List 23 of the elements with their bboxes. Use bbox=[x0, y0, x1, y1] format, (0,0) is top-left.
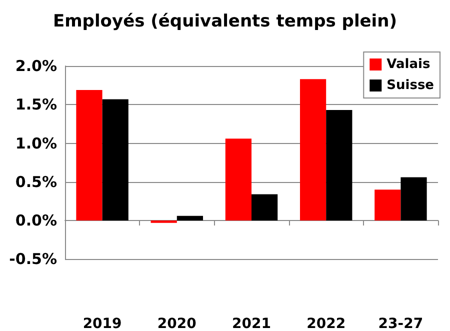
y-tick-label: 1.0% bbox=[15, 134, 57, 152]
y-tick-label: 2.0% bbox=[15, 57, 57, 75]
y-tick-label: 0.0% bbox=[15, 212, 57, 230]
x-tick-label: 2022 bbox=[306, 316, 346, 331]
bar bbox=[176, 216, 204, 221]
y-tick-label: 1.5% bbox=[15, 96, 57, 114]
bar bbox=[76, 90, 102, 221]
bar bbox=[252, 194, 278, 221]
bar bbox=[102, 99, 128, 221]
y-tick-label: -0.5% bbox=[9, 250, 57, 268]
y-tick-label: 0.5% bbox=[15, 172, 57, 191]
bar bbox=[225, 138, 252, 221]
bar bbox=[326, 110, 352, 221]
x-tick-label: 23-27 bbox=[378, 316, 424, 331]
x-tick-label: 2021 bbox=[232, 316, 271, 331]
x-tick-label: 2020 bbox=[157, 316, 197, 331]
bar bbox=[300, 79, 326, 221]
bar bbox=[374, 190, 401, 221]
legend-label: Valais bbox=[386, 57, 430, 72]
x-tick-label: 2019 bbox=[82, 316, 122, 331]
bar bbox=[400, 177, 427, 221]
legend-label: Suisse bbox=[386, 78, 434, 93]
chart-title: Employés (équivalents temps plein) bbox=[52, 12, 398, 32]
